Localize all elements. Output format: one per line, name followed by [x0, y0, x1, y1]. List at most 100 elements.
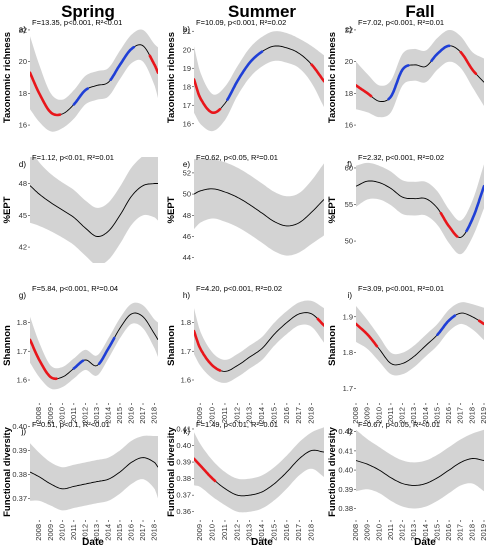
y-axis-label: Taxonomic richness	[166, 32, 177, 123]
y-tick-label: 20	[345, 57, 353, 66]
y-tick-label: 0.39	[12, 446, 27, 455]
y-tick-label: 19	[183, 64, 191, 73]
stat-annotation: F=0.51, p<0.1, R²<0.01	[32, 420, 110, 429]
x-tick-label: 2017	[294, 407, 303, 424]
y-tick-label: 18	[345, 89, 353, 98]
y-tick-label: 45	[19, 211, 27, 220]
x-tick-label: 2014	[257, 407, 266, 424]
confidence-band	[194, 300, 324, 383]
x-tick-label: 2010	[374, 524, 383, 541]
confidence-band	[30, 302, 158, 390]
column-title-spring: Spring	[61, 2, 115, 21]
x-tick-label: 2010	[57, 524, 66, 541]
x-tick-label: 2018	[150, 407, 159, 424]
y-tick-label: 0.39	[176, 458, 191, 467]
y-tick-label: 48	[19, 179, 27, 188]
y-tick-label: 0.42	[338, 427, 353, 436]
increasing-segment	[430, 44, 451, 62]
confidence-band	[356, 302, 484, 376]
x-tick-label: 2018	[467, 407, 476, 424]
panel-k: 0.36 0.37 0.38 0.39 0.40 0.41 2009 2010 2011 2012…	[166, 420, 324, 541]
stat-annotation: F=1.49, p<0.01, R²=0.01	[196, 420, 278, 429]
decreasing-segment	[459, 50, 478, 75]
y-tick-label: 20	[183, 45, 191, 54]
x-tick-label: 2018	[150, 524, 159, 541]
x-tick-label: 2012	[398, 524, 407, 541]
x-tick-label: 2017	[294, 524, 303, 541]
confidence-band	[194, 158, 324, 256]
stat-annotation: F=10.09, p<0.001, R²=0.02	[196, 18, 286, 27]
increasing-segment	[72, 359, 85, 370]
panels: 16 18 20 22 Taxonomic richness F=13.35, p<0.0…	[2, 18, 488, 541]
x-tick-label: 2016	[126, 524, 135, 541]
y-tick-label: 1.8	[17, 318, 27, 327]
y-tick-label: 22	[345, 25, 353, 34]
increasing-segment	[109, 45, 136, 81]
x-tick-label: 2009	[363, 407, 372, 424]
x-tick-label: 2015	[269, 407, 278, 424]
y-tick-label: 0.40	[176, 441, 191, 450]
y-axis-label: Shannon	[166, 325, 177, 366]
panel-l: 0.38 0.39 0.40 0.41 0.42 2008 2009 2010 2011 2012…	[327, 420, 488, 541]
y-tick-label: 1.6	[181, 376, 191, 385]
y-tick-label: 0.40	[12, 422, 27, 431]
y-axis-label: %EPT	[327, 196, 338, 223]
y-tick-label: 0.39	[338, 485, 353, 494]
panel-letter: j)	[21, 427, 27, 436]
y-tick-label: 1.7	[343, 384, 353, 393]
y-tick-label: 44	[183, 253, 191, 262]
panel-letter: g)	[19, 291, 26, 300]
x-tick-label: 2012	[398, 407, 407, 424]
stat-annotation: F=0.62, p<0.05, R²=0.01	[196, 153, 278, 162]
y-tick-label: 1.7	[181, 347, 191, 356]
x-tick-label: 2010	[374, 407, 383, 424]
increasing-segment	[436, 314, 457, 336]
y-axis-label: Taxonomic richness	[327, 32, 338, 123]
increasing-segment	[226, 50, 264, 101]
x-tick-label: 2008	[34, 524, 43, 541]
decreasing-segment	[30, 71, 62, 117]
x-tick-label: 2014	[103, 524, 112, 541]
x-tick-label: 2016	[444, 407, 453, 424]
y-axis-label: Shannon	[327, 325, 338, 366]
y-tick-label: 46	[183, 232, 191, 241]
panel-letter: i)	[348, 291, 353, 300]
y-tick-label: 55	[345, 200, 353, 209]
x-tick-label: 2016	[282, 407, 291, 424]
x-tick-label: 2014	[103, 407, 112, 424]
x-tick-label: 2010	[208, 407, 217, 424]
decreasing-segment	[148, 54, 158, 74]
x-tick-label: 2009	[363, 524, 372, 541]
panel-letter: l)	[348, 427, 353, 436]
decreasing-segment	[356, 322, 379, 348]
y-tick-label: 16	[19, 121, 27, 130]
y-tick-label: 0.41	[176, 424, 191, 433]
stat-annotation: F=5.84, p<0.001, R²=0.04	[32, 284, 118, 293]
confidence-band	[30, 435, 158, 511]
decreasing-segment	[194, 329, 222, 372]
y-tick-label: 17	[183, 101, 191, 110]
y-tick-label: 50	[345, 237, 353, 246]
y-tick-label: 48	[183, 211, 191, 220]
panel-h: 1.6 1.7 1.8 2009 2010 2011 2012 2013 2014 2015 201…	[166, 284, 324, 424]
x-tick-label: 2016	[282, 524, 291, 541]
fitted-line	[30, 457, 158, 490]
y-tick-label: 1.6	[17, 376, 27, 385]
x-tick-label: 2017	[138, 524, 147, 541]
x-axis-label-summer: Date	[251, 537, 273, 548]
x-tick-label: 2015	[115, 524, 124, 541]
stat-annotation: F=4.20, p<0.001, R²=0.02	[196, 284, 282, 293]
y-tick-label: 21	[183, 27, 191, 36]
stat-annotation: F=3.09, p<0.001, R²=0.01	[358, 284, 444, 293]
confidence-band	[356, 429, 484, 509]
column-title-fall: Fall	[405, 2, 434, 21]
y-axis-label: Functional diversity	[327, 426, 338, 516]
x-tick-label: 2013	[92, 407, 101, 424]
confidence-band	[356, 30, 484, 118]
panel-d: 42 45 48 %EPT F=1.12, p<0.01, R²=0.01 d)	[2, 153, 158, 263]
panel-f: 50 55 60 %EPT F=2.32, p<0.001, R²=0.02 f)	[327, 153, 484, 255]
y-tick-label: 60	[345, 163, 353, 172]
x-tick-label: 2014	[421, 407, 430, 424]
y-axis-label: Shannon	[2, 325, 13, 366]
